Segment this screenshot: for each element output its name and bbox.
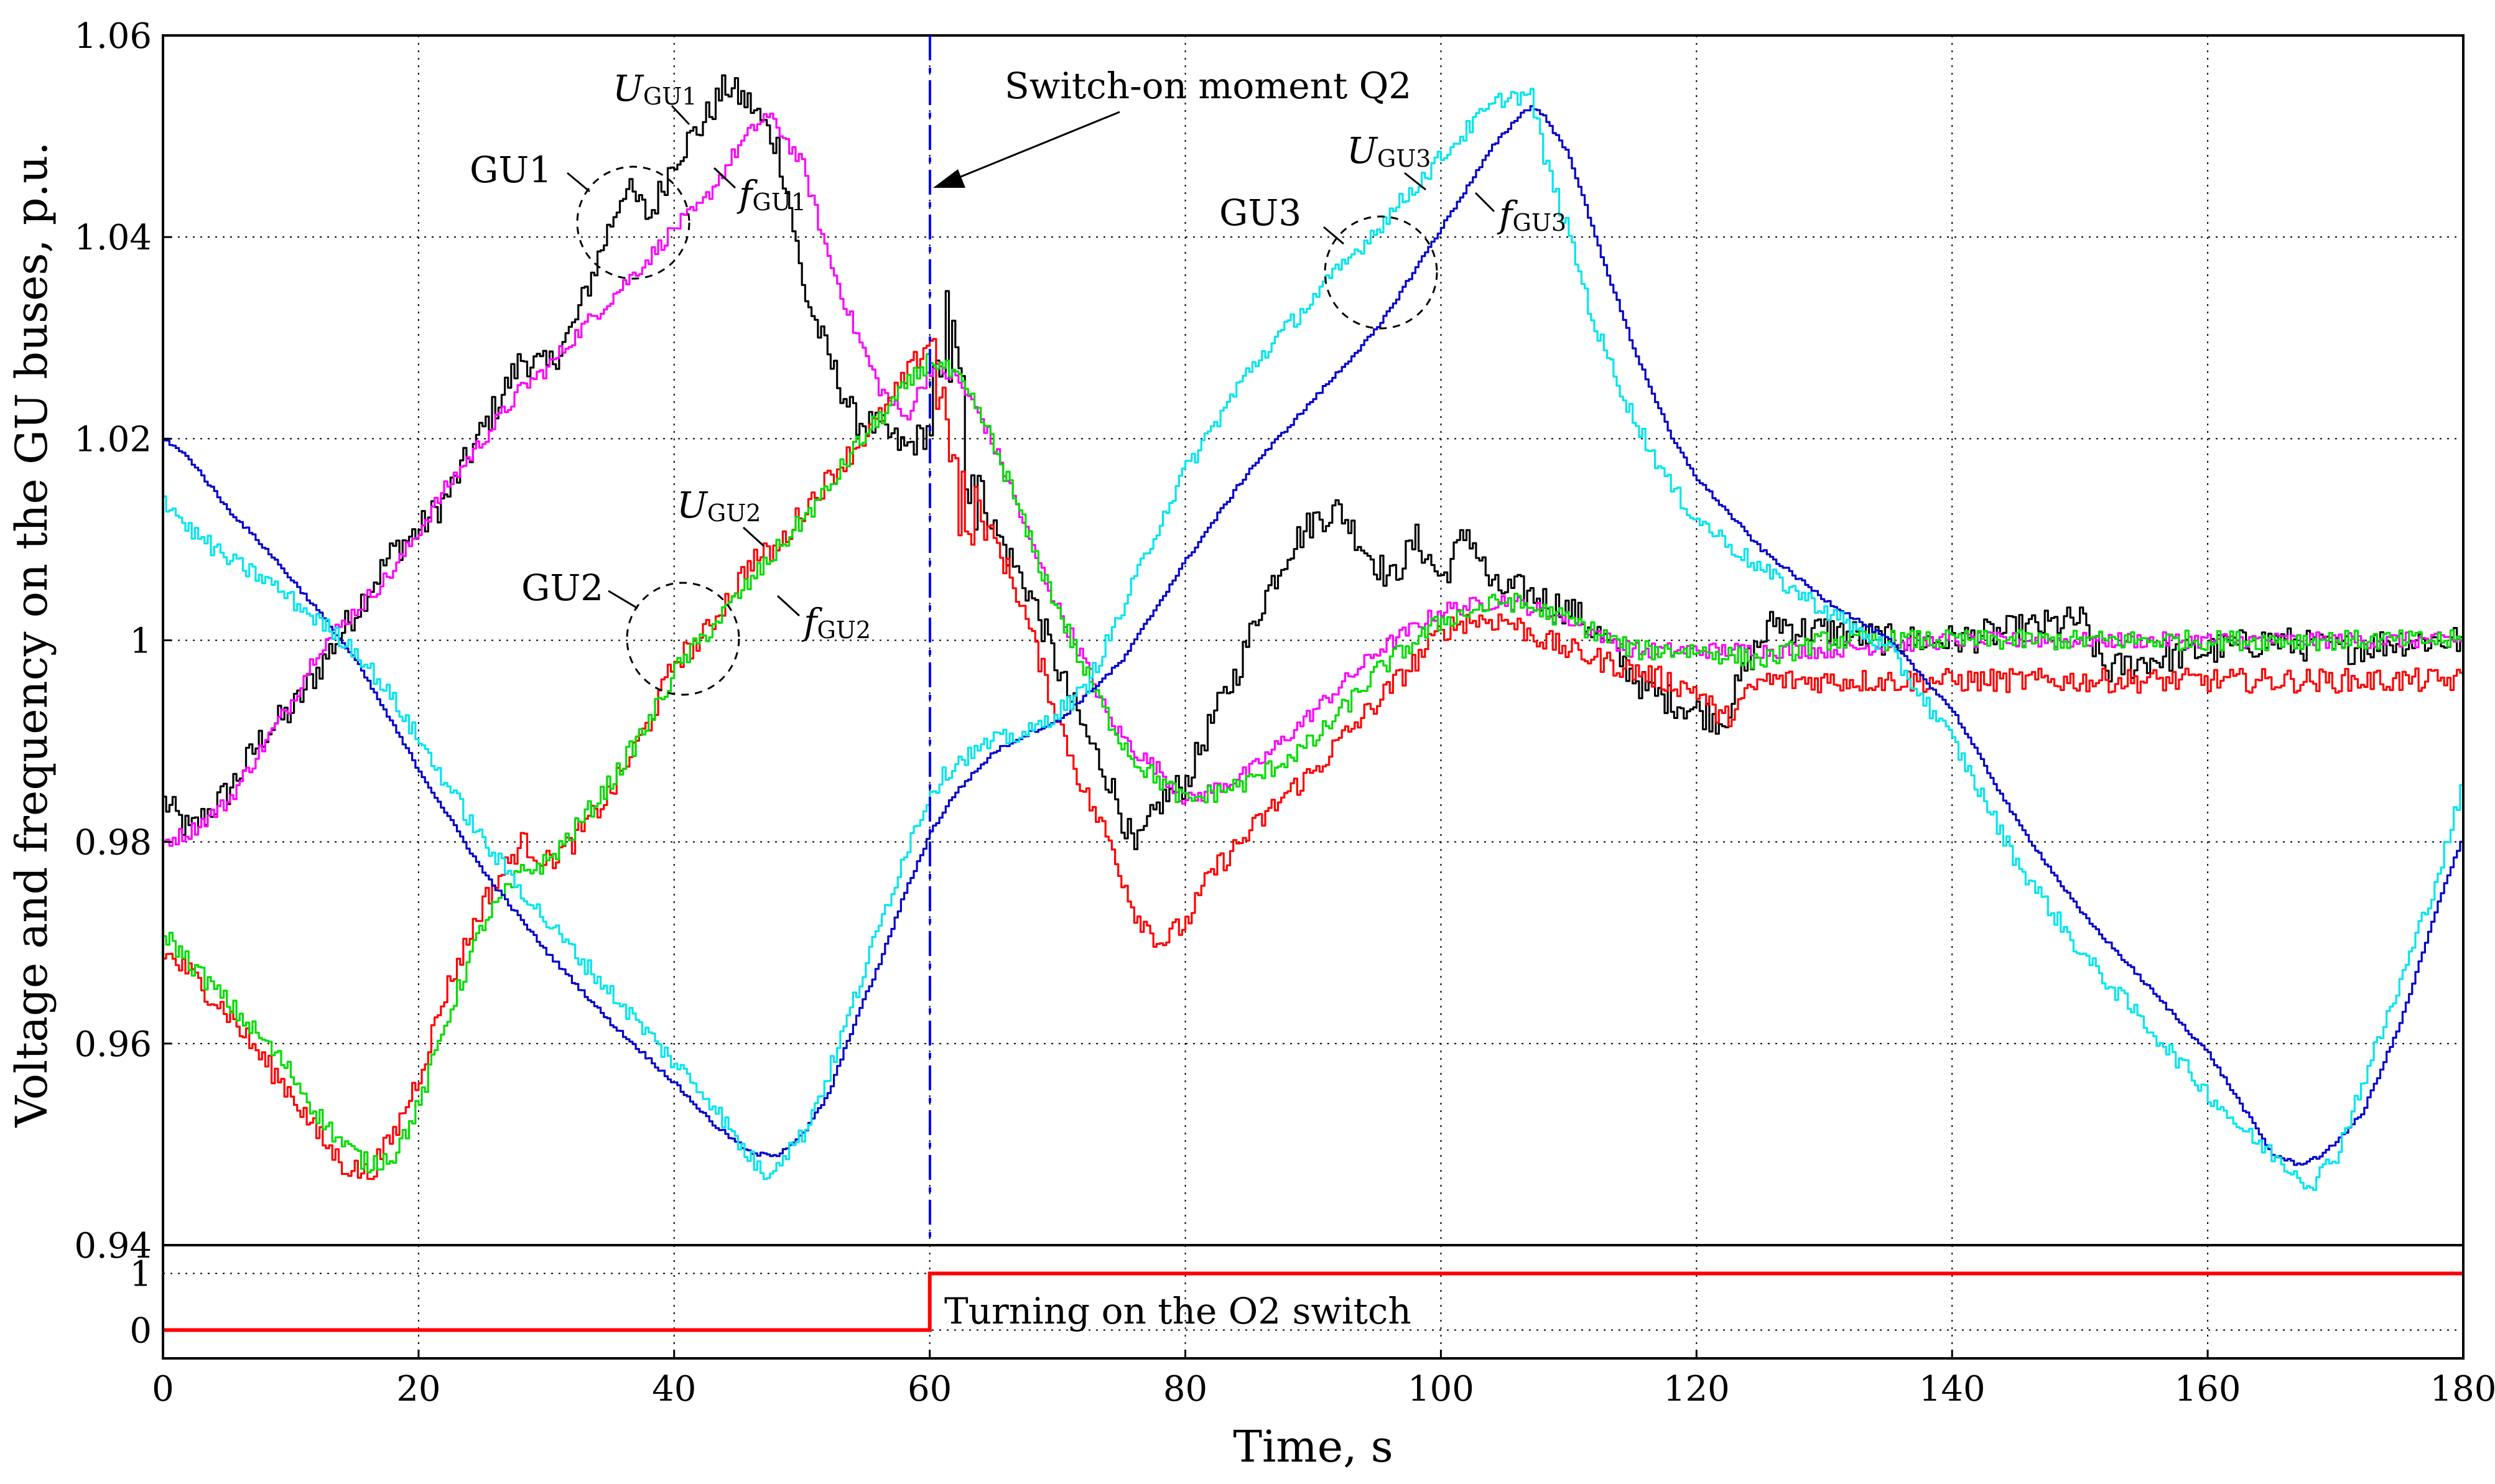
y-tick-label: 1: [129, 621, 152, 662]
f-gu2-sub: GU2: [817, 616, 871, 644]
switch-marker-arrow: [951, 111, 1120, 182]
series-line-u-gu1: [163, 74, 2465, 850]
x-axis-title: Time, s: [1233, 1421, 1393, 1472]
y-tick-label: 1.02: [74, 419, 152, 460]
u-gu2-sub: GU2: [707, 499, 761, 527]
x-tick-label: 80: [1163, 1369, 1207, 1409]
gu1-label: GU1: [470, 149, 552, 191]
x-tick-label: 120: [1663, 1369, 1730, 1409]
switch-state-line: [163, 1271, 2463, 1332]
gu2-leader: [608, 590, 638, 610]
gu3-circle: [1324, 215, 1438, 330]
switch-marker-arrowhead: [933, 169, 965, 188]
y-tick-label: 1.06: [74, 16, 152, 57]
u-gu3-sub: GU3: [1377, 145, 1431, 172]
x-tick-labels: 0 20 40 60 80 100 120 140 160 180: [152, 1350, 2495, 1409]
x-tick-label: 160: [2175, 1369, 2241, 1409]
u-gu3-leader: [1404, 172, 1426, 191]
switch-plot: 01 Turning on the O2 switch: [129, 1244, 2465, 1360]
f-gu1-label: fGU1: [736, 173, 806, 216]
u-gu1-sub: GU1: [643, 83, 697, 110]
series-line-f-gu2: [163, 353, 2465, 1174]
x-tick-label: 40: [652, 1369, 696, 1409]
gu2-circle: [626, 582, 740, 696]
gu3-label: GU3: [1219, 192, 1301, 234]
x-tick-label: 100: [1408, 1369, 1474, 1409]
series-line-u-gu2: [163, 338, 2465, 1180]
y-tick-label: 0.94: [74, 1226, 152, 1266]
u-gu1-leader: [671, 104, 690, 126]
switch-y-tick-label: 1: [129, 1254, 152, 1295]
switch-annotation: Turning on the O2 switch: [944, 1290, 1411, 1332]
gu1-leader: [567, 172, 590, 193]
u-gu2-leader: [742, 526, 765, 547]
gu3-leader: [1323, 226, 1344, 245]
x-tick-label: 0: [152, 1369, 174, 1409]
gu1-circle: [576, 165, 690, 280]
gu2-label: GU2: [521, 567, 603, 609]
f-gu3-leader: [1474, 192, 1495, 213]
u-gu2-label: UGU2: [677, 484, 761, 527]
f-gu1-leader: [713, 167, 736, 189]
y-tick-label: 0.98: [74, 823, 152, 863]
switch-marker-label: Switch-on moment Q2: [1005, 65, 1411, 107]
y-tick-label: 1.04: [74, 218, 152, 258]
f-gu3-sub: GU3: [1512, 209, 1566, 236]
y-axis-title: Voltage and frequency on the GU buses, p…: [6, 142, 57, 1128]
main-series: [163, 74, 2465, 1191]
x-tick-label: 180: [2430, 1369, 2495, 1409]
u-gu2-main: U: [677, 484, 709, 526]
switch-y-tick-label: 0: [129, 1311, 152, 1352]
switch-plot-frame: [162, 1244, 2465, 1360]
x-tick-label: 140: [1919, 1369, 1986, 1409]
series-line-u-gu3: [163, 105, 2465, 1166]
y-tick-label: 0.96: [74, 1024, 152, 1065]
main-y-tick-labels: 0.94 0.96 0.98 1 1.02 1.04 1.06: [74, 16, 172, 1266]
switch-series: [163, 1271, 2463, 1332]
series-line-f-gu3: [163, 88, 2465, 1191]
u-gu1-label: UGU1: [613, 67, 697, 110]
u-gu3-label: UGU3: [1347, 129, 1431, 172]
main-plot: 0.94 0.96 0.98 1 1.02 1.04 1.06 Switch-on mome…: [6, 16, 2465, 1266]
u-gu1-main: U: [613, 67, 644, 109]
switch-y-tick-labels: 01: [129, 1254, 152, 1352]
f-gu1-sub: GU1: [752, 188, 806, 216]
u-gu3-main: U: [1347, 129, 1378, 172]
x-tick-label: 20: [396, 1369, 440, 1409]
x-tick-label: 60: [908, 1369, 952, 1409]
f-gu2-leader: [776, 595, 801, 617]
